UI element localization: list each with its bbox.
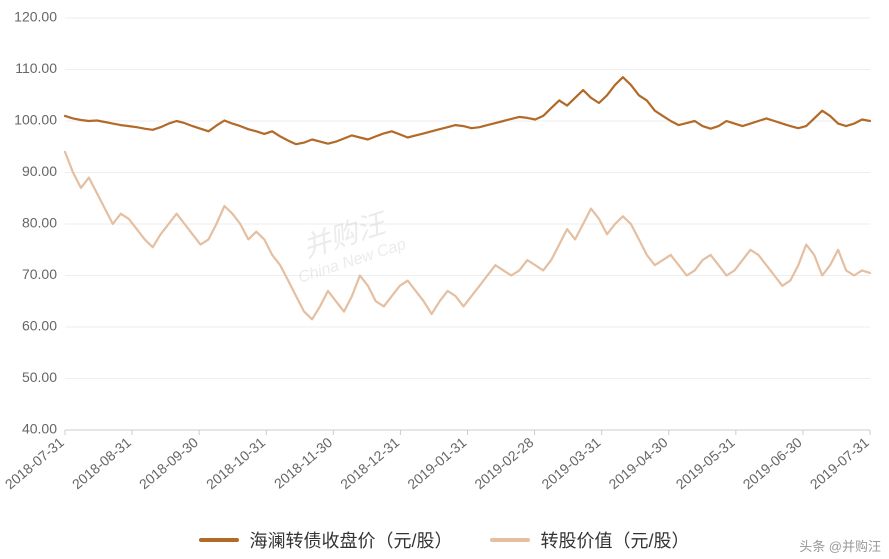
y-axis-label: 50.00	[22, 369, 57, 385]
legend: 海澜转债收盘价（元/股） 转股价值（元/股）	[0, 527, 889, 553]
legend-label-1: 海澜转债收盘价（元/股）	[249, 527, 452, 553]
x-axis-label: 2019-03-31	[538, 434, 603, 492]
watermark: 并购汪China New Cap	[286, 203, 408, 286]
y-axis-label: 40.00	[22, 421, 57, 437]
x-axis-label: 2019-02-28	[471, 434, 536, 492]
line-chart: 40.00 50.00 60.00 70.00 80.00 90.00 100.00 110.…	[0, 0, 889, 559]
x-axis-label: 2019-06-30	[740, 434, 805, 492]
x-axis-label: 2019-07-31	[807, 434, 872, 492]
legend-item-series-2: 转股价值（元/股）	[490, 527, 689, 553]
x-axis-label: 2018-09-30	[136, 434, 201, 492]
x-axis-label: 2018-11-30	[271, 434, 336, 492]
legend-swatch-1	[199, 538, 239, 542]
chart-container: 40.00 50.00 60.00 70.00 80.00 90.00 100.00 110.…	[0, 0, 889, 559]
y-axis-label: 100.00	[14, 112, 57, 128]
x-axis-label: 2019-04-30	[606, 434, 671, 492]
legend-item-series-1: 海澜转债收盘价（元/股）	[199, 527, 452, 553]
x-axis-label: 2018-12-31	[337, 434, 402, 492]
y-axis-label: 60.00	[22, 318, 57, 334]
x-axis-label: 2018-08-31	[69, 434, 134, 492]
y-axis-label: 70.00	[22, 266, 57, 282]
legend-swatch-2	[490, 538, 530, 542]
x-axis-label: 2018-07-31	[2, 434, 67, 492]
x-axis-label: 2018-10-31	[203, 434, 268, 492]
series-line-2	[65, 152, 870, 319]
series-line-1	[65, 77, 870, 144]
y-axis-label: 80.00	[22, 215, 57, 231]
x-axis-label: 2019-05-31	[673, 434, 738, 492]
legend-label-2: 转股价值（元/股）	[540, 527, 689, 553]
x-axis-label: 2019-01-31	[404, 434, 469, 492]
attribution-text: 头条 @并购汪	[799, 536, 881, 555]
y-axis-label: 120.00	[14, 9, 57, 25]
y-axis-label: 110.00	[15, 60, 57, 76]
y-axis-label: 90.00	[22, 163, 57, 179]
